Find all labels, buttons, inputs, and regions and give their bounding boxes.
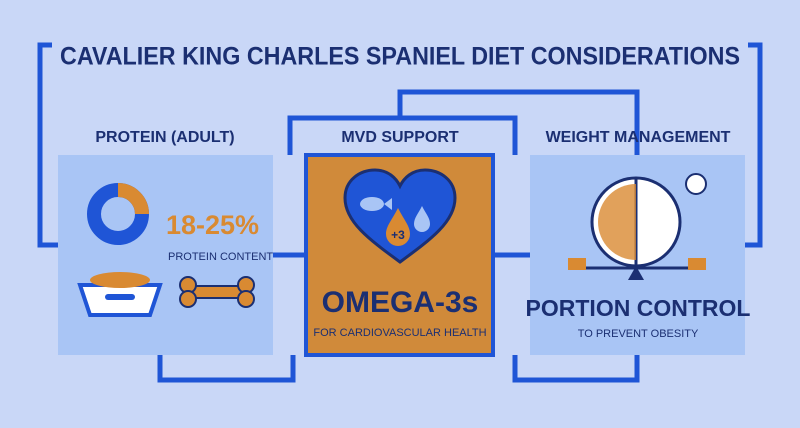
scale-pivot — [628, 266, 644, 280]
bowl-bone — [105, 294, 135, 300]
panel — [58, 155, 273, 355]
highlight: OMEGA-3s — [322, 286, 479, 319]
fish-tail — [384, 198, 392, 210]
badge: +3 — [391, 228, 405, 242]
highlight: 18-25% — [166, 210, 259, 240]
plate-portion — [598, 184, 636, 260]
donut-accent — [117, 183, 149, 215]
frame-left — [37, 42, 58, 248]
clock-icon — [685, 173, 707, 195]
caption: TO PREVENT OBESITY — [578, 328, 699, 340]
caption: FOR CARDIOVASCULAR HEALTH — [313, 327, 486, 339]
bracket-bottom — [157, 355, 296, 383]
weight-icon — [688, 258, 706, 270]
weight-icon — [568, 258, 586, 270]
frame-right — [745, 42, 763, 248]
panel-heading: WEIGHT MANAGEMENT — [546, 129, 731, 146]
highlight: PORTION CONTROL — [526, 295, 751, 321]
fish-icon — [360, 197, 384, 211]
bracket-bottom — [512, 355, 640, 383]
bracket-top — [397, 89, 640, 155]
connectors — [37, 42, 763, 383]
kibble — [90, 272, 150, 288]
panel-heading: PROTEIN (ADULT) — [95, 129, 234, 146]
drop-icon — [386, 208, 410, 246]
drop-icon — [414, 206, 430, 232]
title: CAVALIER KING CHARLES SPANIEL DIET CONSI… — [60, 43, 740, 71]
panel-heading: MVD SUPPORT — [341, 129, 459, 146]
caption: PROTEIN CONTENT — [168, 251, 273, 263]
bone-icon — [179, 276, 255, 308]
